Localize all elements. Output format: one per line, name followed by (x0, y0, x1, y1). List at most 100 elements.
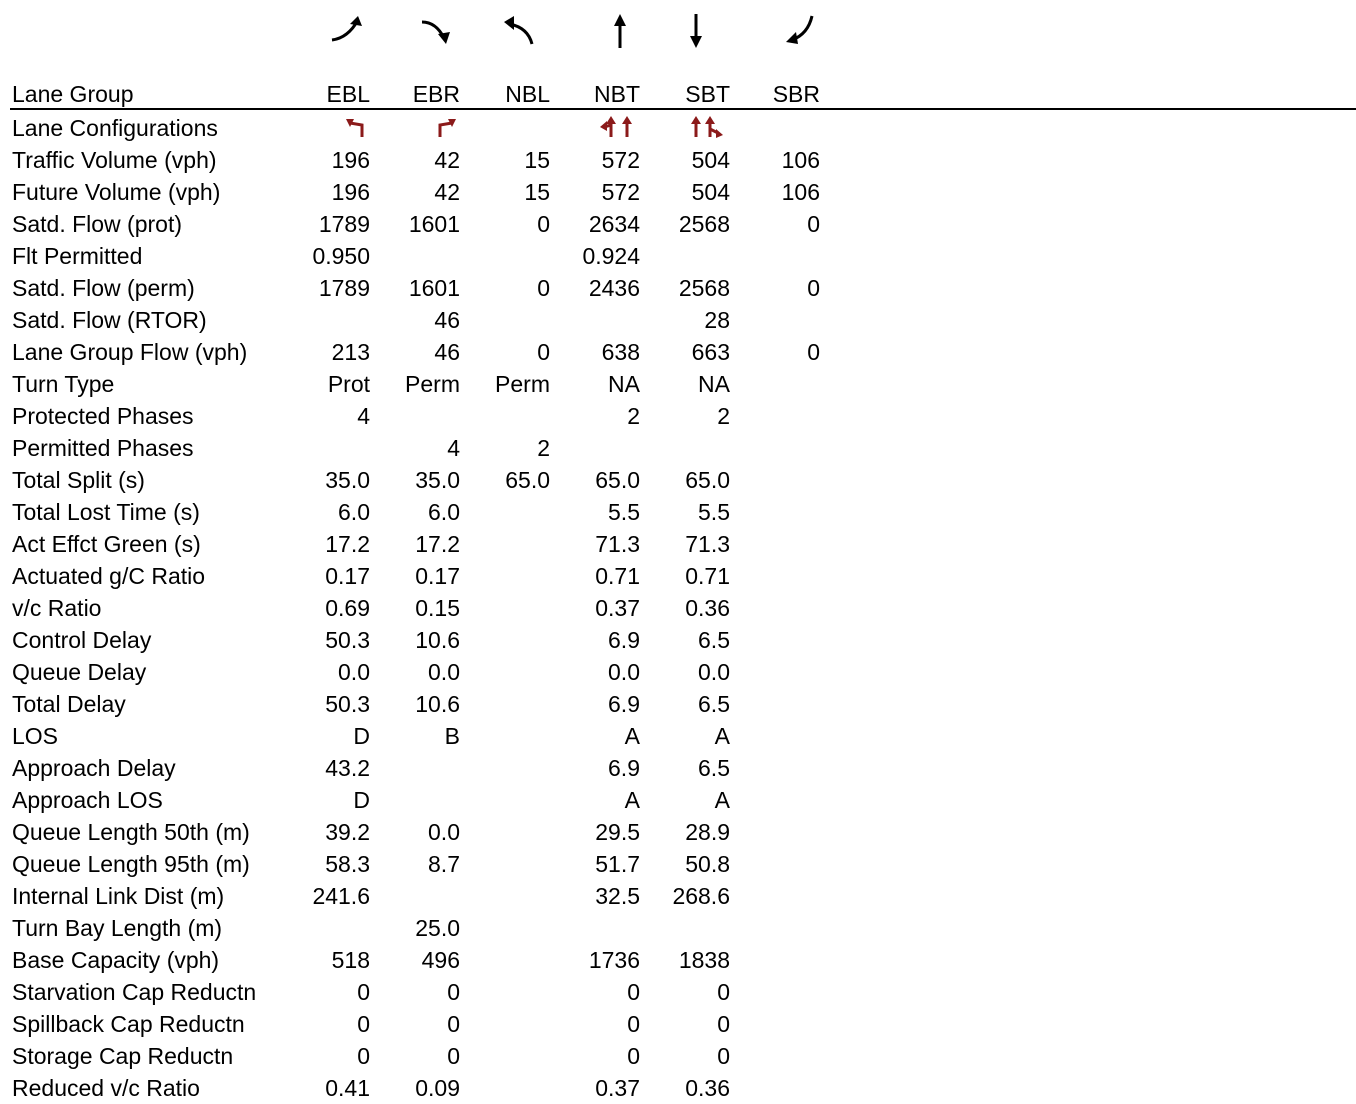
row-label-lane-configurations: Lane Configurations (12, 115, 218, 141)
cell-queue-length-50th-m-ebr: 0.0 (428, 819, 460, 845)
cell-base-capacity-vph-ebl: 518 (331, 947, 370, 973)
cell-satd-flow-perm-ebr: 1601 (408, 275, 460, 301)
cell-flt-permitted-nbt: 0.924 (582, 243, 640, 269)
cell-flt-permitted-ebl: 0.950 (312, 243, 370, 269)
cell-total-split-s-nbt: 65.0 (595, 467, 640, 493)
row-label-storage-cap-reductn: Storage Cap Reductn (12, 1043, 234, 1069)
cell-storage-cap-reductn-ebr: 0 (447, 1043, 460, 1069)
cell-act-effct-green-s-nbt: 71.3 (595, 531, 640, 557)
row-label-satd-flow-rtor: Satd. Flow (RTOR) (12, 307, 207, 333)
cell-spillback-cap-reductn-sbt: 0 (717, 1011, 730, 1037)
cell-satd-flow-perm-sbr: 0 (807, 275, 820, 301)
cell-traffic-volume-vph-ebr: 42 (434, 147, 460, 173)
cell-satd-flow-prot-nbl: 0 (537, 211, 550, 237)
row-label-protected-phases: Protected Phases (12, 403, 194, 429)
cell-storage-cap-reductn-sbt: 0 (717, 1043, 730, 1069)
cell-permitted-phases-nbl: 2 (537, 435, 550, 461)
cell-spillback-cap-reductn-nbt: 0 (627, 1011, 640, 1037)
cell-total-lost-time-s-ebr: 6.0 (428, 499, 460, 525)
cell-lane-group-flow-vph-nbl: 0 (537, 339, 550, 365)
cell-control-delay-ebr: 10.6 (415, 627, 460, 653)
cell-v-c-ratio-ebr: 0.15 (415, 595, 460, 621)
cell-traffic-volume-vph-sbt: 504 (691, 147, 730, 173)
northbound-through-icon (614, 14, 626, 48)
cell-total-split-s-ebl: 35.0 (325, 467, 370, 493)
cell-turn-type-nbt: NA (608, 371, 640, 397)
cell-total-split-s-sbt: 65.0 (685, 467, 730, 493)
cell-future-volume-vph-ebl: 196 (331, 179, 370, 205)
cell-satd-flow-rtor-sbt: 28 (704, 307, 730, 333)
column-header-nbt: NBT (594, 81, 640, 107)
cell-los-ebl: D (353, 723, 370, 749)
through-and-through-right-lanes-icon (691, 116, 723, 138)
cell-lane-group-flow-vph-ebl: 213 (331, 339, 370, 365)
row-label-queue-length-95th-m: Queue Length 95th (m) (12, 851, 250, 877)
cell-turn-type-nbl: Perm (495, 371, 550, 397)
southbound-right-turn-icon (786, 15, 814, 44)
row-label-turn-type: Turn Type (12, 371, 115, 397)
header-divider (10, 108, 1356, 110)
cell-traffic-volume-vph-nbt: 572 (601, 147, 640, 173)
southbound-through-icon (690, 14, 702, 48)
cell-queue-length-95th-m-ebl: 58.3 (325, 851, 370, 877)
cell-approach-delay-sbt: 6.5 (698, 755, 730, 781)
cell-queue-length-50th-m-ebl: 39.2 (325, 819, 370, 845)
cell-total-lost-time-s-ebl: 6.0 (338, 499, 370, 525)
cell-starvation-cap-reductn-nbt: 0 (627, 979, 640, 1005)
row-label-los: LOS (12, 723, 59, 749)
row-label-base-capacity-vph: Base Capacity (vph) (12, 947, 220, 973)
cell-total-delay-ebl: 50.3 (325, 691, 370, 717)
cell-internal-link-dist-m-sbt: 268.6 (672, 883, 730, 909)
eastbound-left-turn-icon (331, 16, 362, 42)
left-through-and-through-lanes-icon (600, 116, 632, 137)
cell-traffic-volume-vph-sbr: 106 (781, 147, 820, 173)
cell-act-effct-green-s-ebr: 17.2 (415, 531, 460, 557)
northbound-left-turn-icon (504, 16, 534, 45)
cell-future-volume-vph-sbr: 106 (781, 179, 820, 205)
row-label-reduced-v-c-ratio: Reduced v/c Ratio (12, 1075, 200, 1101)
cell-satd-flow-prot-sbr: 0 (807, 211, 820, 237)
cell-lane-group-flow-vph-ebr: 46 (434, 339, 460, 365)
row-label-total-delay: Total Delay (12, 691, 126, 717)
cell-protected-phases-sbt: 2 (717, 403, 730, 429)
row-label-queue-delay: Queue Delay (12, 659, 147, 685)
cell-turn-type-ebr: Perm (405, 371, 460, 397)
cell-storage-cap-reductn-nbt: 0 (627, 1043, 640, 1069)
row-label-v-c-ratio: v/c Ratio (12, 595, 102, 621)
row-label-satd-flow-perm: Satd. Flow (perm) (12, 275, 195, 301)
cell-reduced-v-c-ratio-nbt: 0.37 (595, 1075, 640, 1101)
cell-protected-phases-nbt: 2 (627, 403, 640, 429)
cell-future-volume-vph-nbl: 15 (524, 179, 550, 205)
row-label-starvation-cap-reductn: Starvation Cap Reductn (12, 979, 257, 1005)
cell-future-volume-vph-nbt: 572 (601, 179, 640, 205)
cell-satd-flow-perm-ebl: 1789 (318, 275, 370, 301)
cell-base-capacity-vph-sbt: 1838 (678, 947, 730, 973)
row-label-traffic-volume-vph: Traffic Volume (vph) (12, 147, 217, 173)
cell-total-delay-nbt: 6.9 (608, 691, 640, 717)
row-label-flt-permitted: Flt Permitted (12, 243, 143, 269)
cell-reduced-v-c-ratio-ebr: 0.09 (415, 1075, 460, 1101)
cell-starvation-cap-reductn-ebl: 0 (357, 979, 370, 1005)
cell-queue-length-95th-m-nbt: 51.7 (595, 851, 640, 877)
cell-starvation-cap-reductn-ebr: 0 (447, 979, 460, 1005)
cell-protected-phases-ebl: 4 (357, 403, 370, 429)
row-label-turn-bay-length-m: Turn Bay Length (m) (12, 915, 223, 941)
cell-approach-delay-ebl: 43.2 (325, 755, 370, 781)
cell-queue-length-95th-m-ebr: 8.7 (428, 851, 460, 877)
cell-approach-los-nbt: A (624, 787, 640, 813)
cell-act-effct-green-s-ebl: 17.2 (325, 531, 370, 557)
cell-satd-flow-prot-nbt: 2634 (588, 211, 640, 237)
cell-total-split-s-ebr: 35.0 (415, 467, 460, 493)
cell-satd-flow-perm-nbl: 0 (537, 275, 550, 301)
cell-total-split-s-nbl: 65.0 (505, 467, 550, 493)
cell-queue-length-50th-m-nbt: 29.5 (595, 819, 640, 845)
cell-internal-link-dist-m-nbt: 32.5 (595, 883, 640, 909)
cell-satd-flow-prot-ebl: 1789 (318, 211, 370, 237)
cell-actuated-g-c-ratio-sbt: 0.71 (685, 563, 730, 589)
cell-turn-bay-length-m-ebr: 25.0 (415, 915, 460, 941)
cell-satd-flow-perm-nbt: 2436 (588, 275, 640, 301)
cell-total-lost-time-s-sbt: 5.5 (698, 499, 730, 525)
lane-group-header-label: Lane Group (12, 81, 134, 107)
cell-lane-group-flow-vph-nbt: 638 (601, 339, 640, 365)
